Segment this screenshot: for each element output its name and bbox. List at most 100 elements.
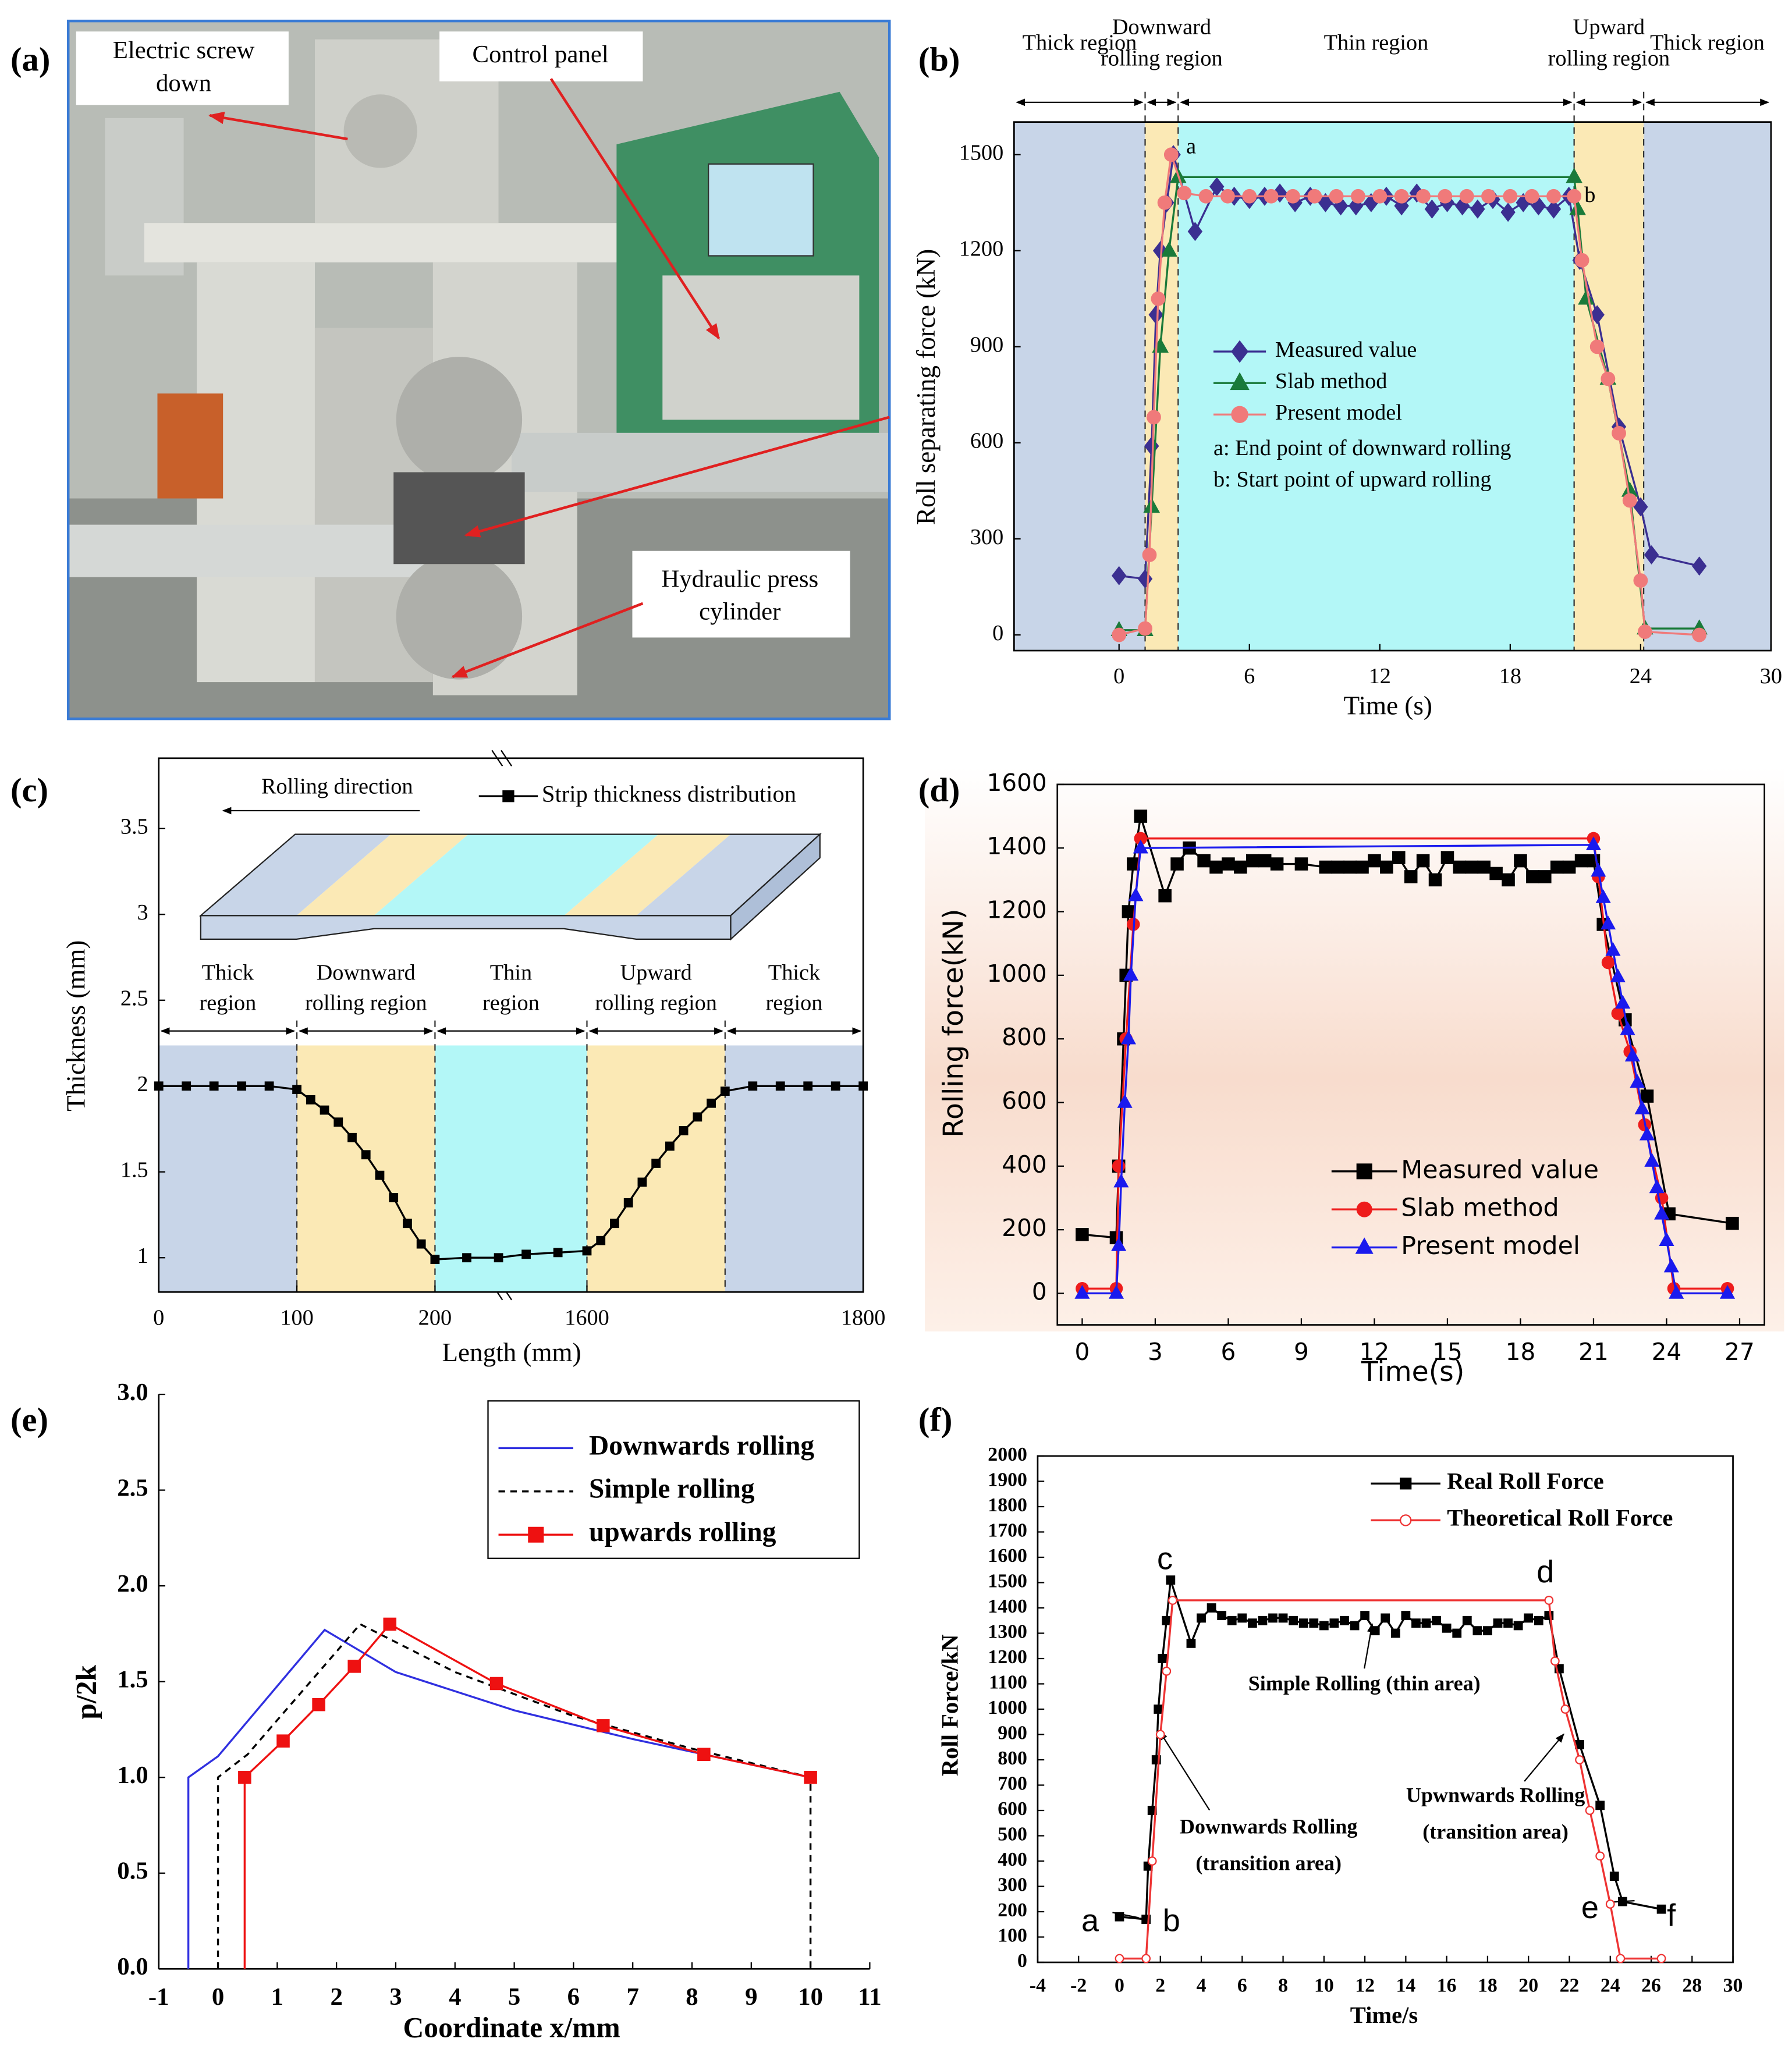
marker bbox=[1644, 545, 1659, 565]
marker bbox=[1117, 1094, 1133, 1108]
marker bbox=[1319, 1621, 1329, 1631]
orange-part bbox=[157, 393, 223, 499]
callout-label: cylinder bbox=[699, 598, 780, 626]
marker bbox=[720, 1086, 730, 1096]
region-band bbox=[587, 1045, 725, 1292]
y-tick-label: 1.0 bbox=[117, 1762, 148, 1789]
marker bbox=[1166, 1575, 1176, 1585]
marker bbox=[1258, 854, 1272, 868]
marker bbox=[347, 1660, 361, 1673]
marker bbox=[1370, 1626, 1380, 1636]
marker bbox=[1591, 862, 1606, 877]
annotation: e bbox=[1581, 1890, 1599, 1925]
legend-label: Slab method bbox=[1275, 369, 1388, 393]
marker bbox=[1560, 1705, 1570, 1714]
marker bbox=[1340, 1615, 1349, 1625]
legend-note: a: End point of downward rolling bbox=[1213, 436, 1511, 460]
x-tick-label: 9 bbox=[1294, 1338, 1309, 1366]
legend-marker bbox=[502, 790, 514, 802]
marker bbox=[1161, 241, 1177, 257]
marker bbox=[1141, 1954, 1151, 1963]
y-tick-label: 700 bbox=[998, 1773, 1027, 1794]
marker bbox=[1428, 873, 1442, 887]
marker bbox=[1258, 1615, 1268, 1625]
marker bbox=[1595, 1851, 1605, 1861]
x-tick-label: 200 bbox=[418, 1305, 452, 1330]
y-tick-label: 1100 bbox=[989, 1671, 1027, 1693]
marker bbox=[1187, 222, 1203, 242]
marker bbox=[1605, 1899, 1615, 1909]
marker bbox=[1465, 860, 1479, 874]
pointer bbox=[1524, 1733, 1564, 1782]
x-tick-label: 5 bbox=[508, 1983, 520, 2011]
marker bbox=[1112, 627, 1127, 642]
marker bbox=[237, 1081, 247, 1091]
marker bbox=[1343, 860, 1357, 874]
strip-schematic: Rolling direction bbox=[198, 750, 822, 1301]
x-tick-label: 4 bbox=[1197, 1975, 1207, 1997]
marker bbox=[1574, 253, 1589, 268]
marker bbox=[1286, 189, 1300, 204]
x-tick-label: 16 bbox=[1437, 1975, 1457, 1997]
marker bbox=[1546, 189, 1561, 204]
marker bbox=[1329, 189, 1344, 204]
annotation: (transition area) bbox=[1195, 1852, 1342, 1875]
marker bbox=[1615, 995, 1631, 1009]
x-tick-label: 27 bbox=[1724, 1338, 1755, 1366]
marker bbox=[1567, 189, 1582, 204]
legend-label: Present model bbox=[1275, 400, 1402, 425]
marker bbox=[707, 1098, 716, 1108]
marker bbox=[1162, 1615, 1172, 1625]
marker bbox=[1381, 1613, 1390, 1623]
marker bbox=[1669, 1284, 1684, 1299]
legend-label: Measured value bbox=[1401, 1155, 1599, 1184]
legend-label: Present model bbox=[1401, 1231, 1580, 1260]
marker bbox=[1493, 1618, 1503, 1628]
callout-label: Control panel bbox=[473, 41, 609, 68]
marker bbox=[1318, 193, 1333, 212]
x-axis-label: Time/s bbox=[1350, 2002, 1418, 2028]
x-tick-label: 0 bbox=[212, 1983, 224, 2011]
marker bbox=[1569, 200, 1586, 215]
marker bbox=[1237, 1613, 1247, 1623]
callout-arrow bbox=[451, 602, 644, 679]
panel-label: (a) bbox=[10, 41, 50, 79]
marker bbox=[610, 1219, 619, 1228]
marker bbox=[582, 1246, 592, 1256]
marker bbox=[1503, 189, 1518, 204]
marker bbox=[1123, 967, 1139, 981]
marker bbox=[651, 1159, 661, 1168]
marker bbox=[1634, 1100, 1650, 1114]
region-label: rolling region bbox=[1548, 47, 1670, 71]
marker bbox=[1294, 857, 1308, 871]
marker bbox=[1390, 1628, 1400, 1638]
y-axis-label: Roll separating force (kN) bbox=[911, 249, 941, 525]
plot-frame bbox=[1013, 121, 1772, 652]
strip-side bbox=[730, 833, 821, 941]
marker bbox=[1574, 854, 1588, 868]
marker bbox=[1368, 854, 1381, 868]
annotation: Simple Rolling (thin area) bbox=[1248, 1672, 1481, 1695]
marker bbox=[1566, 168, 1582, 183]
marker bbox=[1605, 942, 1621, 956]
x-tick-label: 6 bbox=[1221, 1338, 1236, 1366]
motor-cover bbox=[343, 94, 417, 168]
marker bbox=[1372, 189, 1388, 204]
x-tick-label: 30 bbox=[1760, 664, 1782, 688]
marker bbox=[803, 1081, 813, 1091]
callout-label: Electric screw bbox=[113, 37, 255, 64]
x-tick-label: 100 bbox=[280, 1305, 313, 1330]
region-label: Thin bbox=[490, 961, 532, 985]
strip-band bbox=[564, 834, 731, 916]
marker bbox=[1620, 1021, 1635, 1035]
y-axis-label: p/2k bbox=[70, 1664, 102, 1719]
x-tick-label: 18 bbox=[1499, 664, 1521, 688]
y-tick-label: 0.5 bbox=[117, 1858, 148, 1885]
pointer bbox=[1159, 1731, 1211, 1811]
marker bbox=[264, 1081, 274, 1091]
x-tick-label: -4 bbox=[1030, 1975, 1046, 1997]
y-tick-label: 300 bbox=[998, 1874, 1027, 1895]
x-tick-label: -1 bbox=[148, 1983, 169, 2011]
marker bbox=[1401, 1611, 1411, 1620]
marker bbox=[1649, 1179, 1665, 1194]
